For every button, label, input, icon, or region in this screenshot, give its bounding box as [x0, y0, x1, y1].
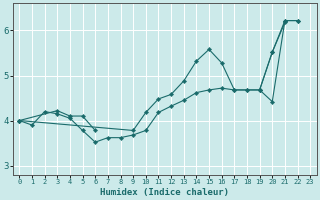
X-axis label: Humidex (Indice chaleur): Humidex (Indice chaleur)	[100, 188, 229, 197]
